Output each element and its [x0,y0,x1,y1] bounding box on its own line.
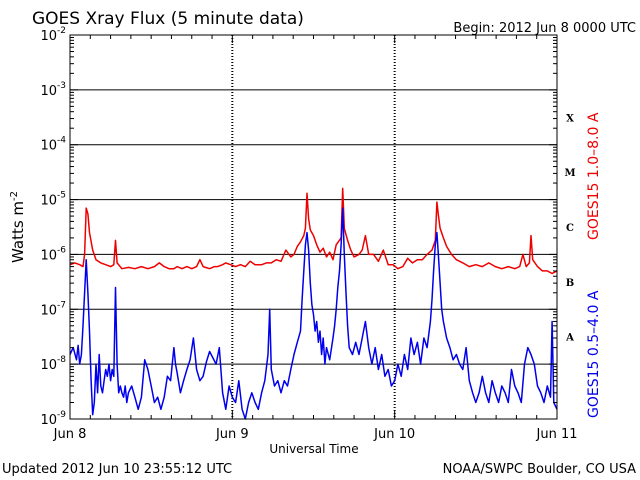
y-tick-label-mantissa: 10 [40,248,57,263]
series-line-short [69,207,558,420]
y-tick-label-mantissa: 10 [40,413,57,428]
y-tick-label-exponent: -7 [57,300,66,310]
y-tick-label: 10-7 [40,300,66,318]
x-tick-label: Jun 9 [215,427,249,442]
x-tick-label: Jun 11 [536,427,578,442]
series-line-long [69,187,558,275]
y-tick-label-exponent: -4 [57,136,66,146]
legend-series-short: GOES15 0.5–4.0 A [586,290,602,418]
y-tick-label: 10-8 [40,355,66,373]
y-tick-label-mantissa: 10 [40,303,57,318]
axis-ticks [69,35,558,420]
series-layer [69,187,558,420]
y-tick-label-mantissa: 10 [40,194,57,209]
x-tick-label: Jun 8 [53,427,87,442]
flare-class-labels: A B C M X [564,113,575,343]
y-tick-label: 10-6 [40,245,66,263]
y-tick-labels: 10-910-810-710-610-510-410-310-2 [40,26,66,428]
flare-class-b: B [566,278,574,289]
x-axis-label: Universal Time [269,442,358,456]
y-tick-label-exponent: -6 [57,245,66,255]
x-tick-labels: Jun 8 Jun 9 Jun 10 Jun 11 [53,427,578,442]
y-tick-label: 10-9 [40,410,66,428]
legend-series-long: GOES15 1.0–8.0 A [586,112,602,240]
y-tick-label: 10-3 [40,81,66,99]
y-axis-label-sup: -2 [9,191,20,201]
flare-class-m: M [564,168,575,179]
credit-label: NOAA/SWPC Boulder, CO USA [443,462,636,477]
y-tick-label-exponent: -8 [57,355,66,365]
chart-title: GOES Xray Flux (5 minute data) [32,9,304,29]
y-tick-label-exponent: -9 [57,410,66,420]
begin-label: Begin: 2012 Jun 8 0000 UTC [453,21,636,36]
y-tick-label-mantissa: 10 [40,139,57,154]
y-tick-label: 10-5 [40,191,66,209]
updated-timestamp: Updated 2012 Jun 10 23:55:12 UTC [2,462,232,477]
y-tick-label-exponent: -5 [57,191,66,201]
flare-class-x: X [566,113,574,124]
y-tick-label-exponent: -2 [57,26,66,36]
flare-class-a: A [565,333,574,344]
y-tick-label: 10-2 [40,26,66,44]
plot-frame [69,34,558,420]
y-tick-label-mantissa: 10 [40,29,57,44]
x-tick-label: Jun 10 [373,427,415,442]
y-tick-label-mantissa: 10 [40,358,57,373]
grid [70,35,557,419]
y-tick-label-mantissa: 10 [40,84,57,99]
y-axis-label: Watts m-2 [9,191,27,263]
flare-class-c: C [566,223,574,234]
y-tick-label-exponent: -3 [57,81,66,91]
y-axis-label-text: Watts m [9,201,27,263]
y-tick-label: 10-4 [40,136,66,154]
